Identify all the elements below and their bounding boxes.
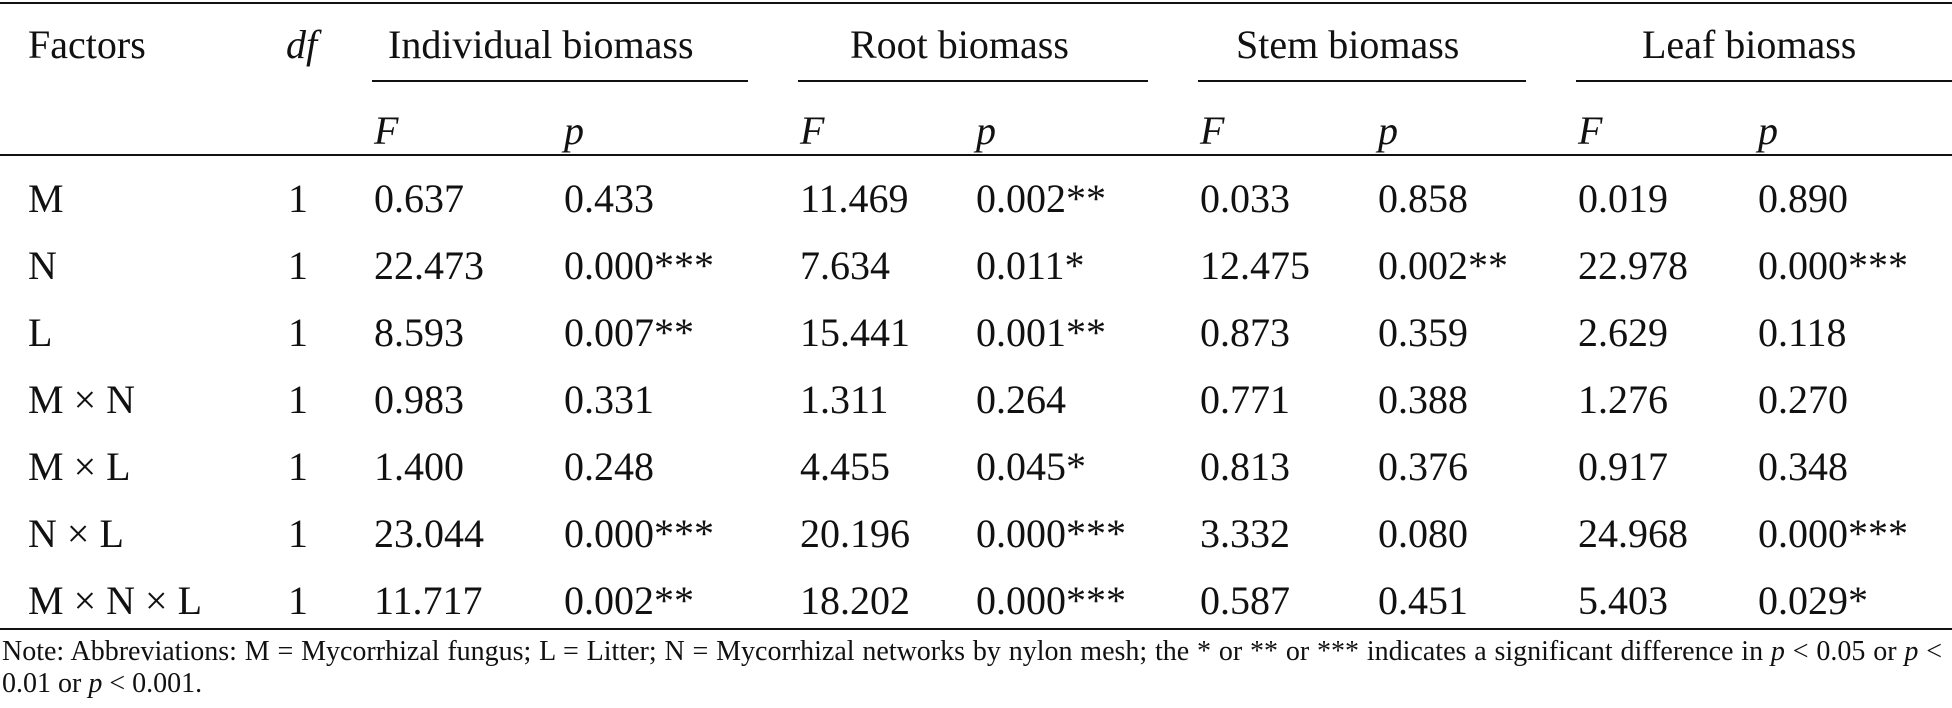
- subheader-f: F: [800, 108, 825, 153]
- cell-stem-f: 0.771: [1200, 377, 1290, 422]
- cell-leaf-f: 2.629: [1578, 310, 1668, 355]
- group-rule-root: [798, 80, 1148, 82]
- subheader-f: F: [1200, 108, 1225, 153]
- table-top-rule: [0, 2, 1952, 4]
- row-df: 1: [288, 377, 308, 422]
- subheader-p: p: [1758, 108, 1778, 153]
- cell-individual-p: 0.007**: [564, 310, 694, 355]
- row-factor: M × N × L: [28, 578, 203, 623]
- header-leaf-biomass: Leaf biomass: [1642, 22, 1857, 67]
- row-df: 1: [288, 578, 308, 623]
- table-header-rule: [0, 154, 1952, 156]
- header-root-biomass: Root biomass: [850, 22, 1069, 67]
- cell-individual-p: 0.331: [564, 377, 654, 422]
- note-p-symbol: p: [1904, 636, 1919, 667]
- cell-stem-p: 0.002**: [1378, 243, 1508, 288]
- cell-individual-p: 0.433: [564, 176, 654, 221]
- cell-individual-p: 0.002**: [564, 578, 694, 623]
- header-df: df: [286, 22, 318, 67]
- note-text-3: < 0.01 or: [2, 636, 1942, 699]
- cell-leaf-f: 1.276: [1578, 377, 1668, 422]
- row-df: 1: [288, 310, 308, 355]
- note-text-2: < 0.05 or: [1784, 636, 1905, 667]
- cell-stem-f: 0.873: [1200, 310, 1290, 355]
- cell-root-f: 1.311: [800, 377, 889, 422]
- cell-root-p: 0.045*: [976, 444, 1086, 489]
- cell-leaf-f: 0.019: [1578, 176, 1668, 221]
- cell-individual-f: 0.983: [374, 377, 464, 422]
- subheader-p: p: [564, 108, 584, 153]
- row-df: 1: [288, 511, 308, 556]
- cell-root-p: 0.264: [976, 377, 1066, 422]
- cell-individual-f: 8.593: [374, 310, 464, 355]
- note-p-symbol: p: [88, 668, 103, 699]
- cell-stem-f: 0.587: [1200, 578, 1290, 623]
- cell-individual-p: 0.000***: [564, 243, 714, 288]
- cell-stem-f: 12.475: [1200, 243, 1310, 288]
- row-df: 1: [288, 176, 308, 221]
- group-rule-stem: [1198, 80, 1526, 82]
- cell-stem-p: 0.080: [1378, 511, 1468, 556]
- note-text-4: < 0.001.: [102, 668, 203, 699]
- subheader-p: p: [1378, 108, 1398, 153]
- table-bottom-rule: [0, 628, 1952, 630]
- cell-individual-f: 1.400: [374, 444, 464, 489]
- cell-leaf-f: 0.917: [1578, 444, 1668, 489]
- cell-stem-f: 3.332: [1200, 511, 1290, 556]
- cell-root-f: 7.634: [800, 243, 890, 288]
- cell-root-p: 0.011*: [976, 243, 1085, 288]
- cell-stem-p: 0.376: [1378, 444, 1468, 489]
- cell-leaf-p: 0.000***: [1758, 511, 1908, 556]
- cell-root-f: 18.202: [800, 578, 910, 623]
- cell-root-f: 15.441: [800, 310, 910, 355]
- row-factor: N: [28, 243, 57, 288]
- cell-leaf-f: 22.978: [1578, 243, 1688, 288]
- cell-root-f: 11.469: [800, 176, 909, 221]
- table-note: Note: Abbreviations: M = Mycorrhizal fun…: [2, 636, 1942, 700]
- row-factor: M × L: [28, 444, 131, 489]
- cell-leaf-f: 5.403: [1578, 578, 1668, 623]
- header-stem-biomass: Stem biomass: [1236, 22, 1460, 67]
- note-p-symbol: p: [1770, 636, 1785, 667]
- header-individual-biomass: Individual biomass: [388, 22, 694, 67]
- cell-stem-p: 0.451: [1378, 578, 1468, 623]
- row-df: 1: [288, 444, 308, 489]
- cell-stem-f: 0.033: [1200, 176, 1290, 221]
- row-factor: N × L: [28, 511, 124, 556]
- subheader-f: F: [1578, 108, 1603, 153]
- cell-root-p: 0.000***: [976, 578, 1126, 623]
- cell-stem-p: 0.858: [1378, 176, 1468, 221]
- cell-stem-p: 0.388: [1378, 377, 1468, 422]
- cell-stem-f: 0.813: [1200, 444, 1290, 489]
- cell-leaf-p: 0.348: [1758, 444, 1848, 489]
- cell-root-p: 0.002**: [976, 176, 1106, 221]
- note-text-1: Note: Abbreviations: M = Mycorrhizal fun…: [2, 636, 1771, 667]
- cell-individual-f: 23.044: [374, 511, 484, 556]
- cell-leaf-p: 0.029*: [1758, 578, 1868, 623]
- cell-leaf-p: 0.118: [1758, 310, 1847, 355]
- cell-leaf-p: 0.890: [1758, 176, 1848, 221]
- row-factor: L: [28, 310, 53, 355]
- row-factor: M × N: [28, 377, 136, 422]
- row-df: 1: [288, 243, 308, 288]
- row-factor: M: [28, 176, 64, 221]
- group-rule-leaf: [1576, 80, 1952, 82]
- cell-root-p: 0.001**: [976, 310, 1106, 355]
- cell-root-f: 20.196: [800, 511, 910, 556]
- cell-leaf-f: 24.968: [1578, 511, 1688, 556]
- cell-stem-p: 0.359: [1378, 310, 1468, 355]
- cell-individual-f: 11.717: [374, 578, 483, 623]
- subheader-f: F: [374, 108, 399, 153]
- cell-root-p: 0.000***: [976, 511, 1126, 556]
- cell-leaf-p: 0.270: [1758, 377, 1848, 422]
- subheader-p: p: [976, 108, 996, 153]
- group-rule-individual: [372, 80, 748, 82]
- cell-individual-f: 0.637: [374, 176, 464, 221]
- cell-individual-p: 0.248: [564, 444, 654, 489]
- cell-individual-p: 0.000***: [564, 511, 714, 556]
- cell-leaf-p: 0.000***: [1758, 243, 1908, 288]
- cell-individual-f: 22.473: [374, 243, 484, 288]
- cell-root-f: 4.455: [800, 444, 890, 489]
- header-factors: Factors: [28, 22, 146, 67]
